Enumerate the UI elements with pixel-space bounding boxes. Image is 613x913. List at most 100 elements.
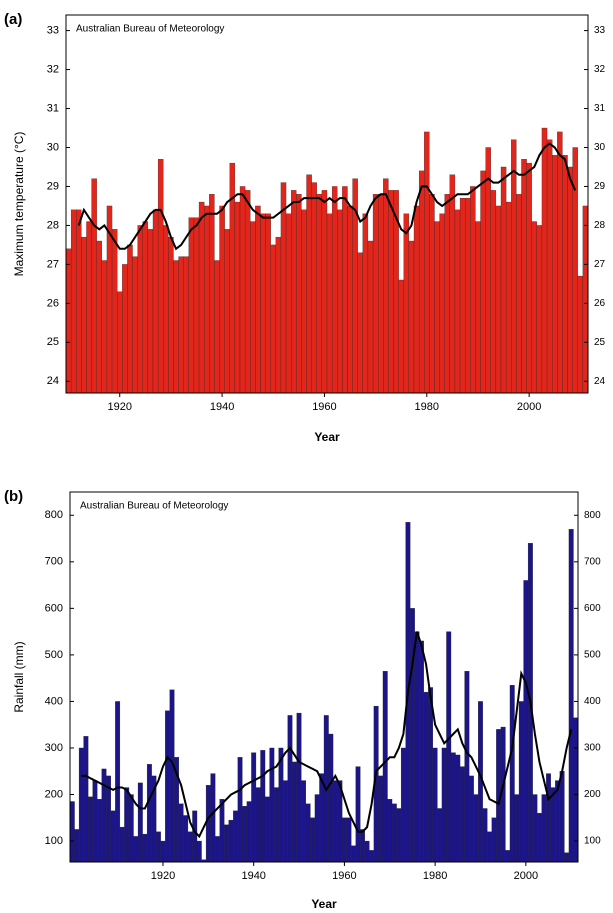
bar: [521, 159, 527, 394]
bar: [156, 831, 161, 863]
bar: [516, 194, 522, 394]
y-tick-label-right: 800: [584, 510, 601, 521]
bar: [332, 780, 338, 863]
y-tick-label-right: 300: [584, 743, 601, 754]
bar: [188, 217, 195, 394]
bar: [523, 580, 529, 863]
bar: [382, 671, 388, 863]
annotation: Australian Bureau of Meteorology: [76, 24, 224, 35]
bar: [362, 213, 369, 394]
y-tick-label: 300: [45, 742, 63, 754]
bar: [346, 817, 352, 863]
bar: [91, 178, 97, 394]
x-tick-label: 1960: [332, 870, 356, 882]
y-tick-label: 29: [47, 180, 59, 192]
bar: [429, 194, 435, 394]
bar: [228, 819, 234, 863]
bar: [246, 801, 252, 863]
bar: [214, 260, 220, 394]
bar: [270, 244, 276, 394]
bar: [146, 764, 152, 863]
bar: [296, 194, 302, 394]
bar: [408, 240, 415, 394]
bar: [301, 780, 307, 863]
y-tick-label: 30: [47, 141, 59, 153]
bar: [387, 799, 393, 863]
y-tick-label-right: 30: [594, 142, 606, 153]
bar: [490, 190, 497, 394]
bar: [459, 198, 466, 394]
bar: [168, 236, 174, 394]
bar: [219, 205, 225, 394]
bar: [278, 747, 284, 863]
bar: [133, 836, 139, 863]
bar: [86, 221, 92, 394]
bar: [152, 209, 159, 394]
bar: [532, 794, 538, 863]
bar: [446, 631, 452, 863]
panel-label: (a): [4, 11, 22, 28]
y-tick-label: 32: [47, 63, 59, 75]
bar: [251, 752, 257, 863]
bar: [101, 768, 107, 863]
bar: [465, 198, 471, 394]
bar: [192, 810, 198, 863]
bar: [473, 794, 479, 863]
x-tick-label: 1920: [151, 870, 175, 882]
bar: [398, 279, 404, 394]
x-tick-label: 2000: [517, 401, 541, 413]
y-tick-label-right: 27: [594, 259, 606, 270]
bar: [546, 139, 553, 394]
bar: [301, 209, 307, 394]
x-tick-label: 1960: [312, 401, 336, 413]
bar: [391, 803, 397, 863]
bar: [110, 810, 116, 863]
bar: [437, 808, 443, 863]
bar: [505, 201, 512, 394]
y-tick-label: 200: [45, 788, 63, 800]
bar: [424, 131, 430, 394]
bar: [183, 256, 189, 394]
y-tick-label: 500: [45, 649, 63, 661]
bar: [96, 240, 102, 394]
panel: (b) Rainfall (mm) Year Australian Bureau of…: [4, 488, 601, 911]
bar: [97, 799, 102, 863]
bar: [119, 826, 125, 863]
bar: [115, 701, 121, 863]
bar: [355, 766, 361, 863]
bar: [577, 275, 584, 394]
bar: [142, 221, 149, 394]
y-tick-label: 800: [45, 509, 63, 521]
bar: [78, 747, 84, 863]
bar: [250, 221, 256, 394]
bar: [147, 229, 154, 394]
bar: [357, 252, 363, 394]
bar: [193, 217, 200, 394]
y-tick-label: 27: [47, 258, 59, 270]
bar: [419, 640, 424, 863]
bar: [76, 209, 82, 394]
x-tick-label: 1980: [415, 401, 439, 413]
y-tick-label-right: 26: [594, 298, 606, 309]
bar: [124, 787, 130, 863]
bar: [514, 794, 520, 863]
bar: [178, 803, 184, 863]
bar: [280, 182, 287, 394]
bar: [347, 205, 353, 394]
bar: [464, 671, 470, 863]
bar: [183, 815, 189, 863]
bar: [400, 747, 406, 863]
bar: [432, 747, 438, 863]
y-tick-label-right: 32: [594, 64, 606, 75]
y-tick-label: 25: [47, 336, 59, 348]
bar: [428, 687, 434, 863]
bar: [224, 824, 229, 863]
bar: [287, 715, 293, 863]
bar: [475, 221, 481, 394]
bar: [487, 831, 492, 863]
bar: [480, 170, 486, 394]
bar: [403, 213, 410, 394]
bar: [559, 771, 565, 863]
bar: [210, 773, 216, 863]
bar: [285, 213, 292, 394]
